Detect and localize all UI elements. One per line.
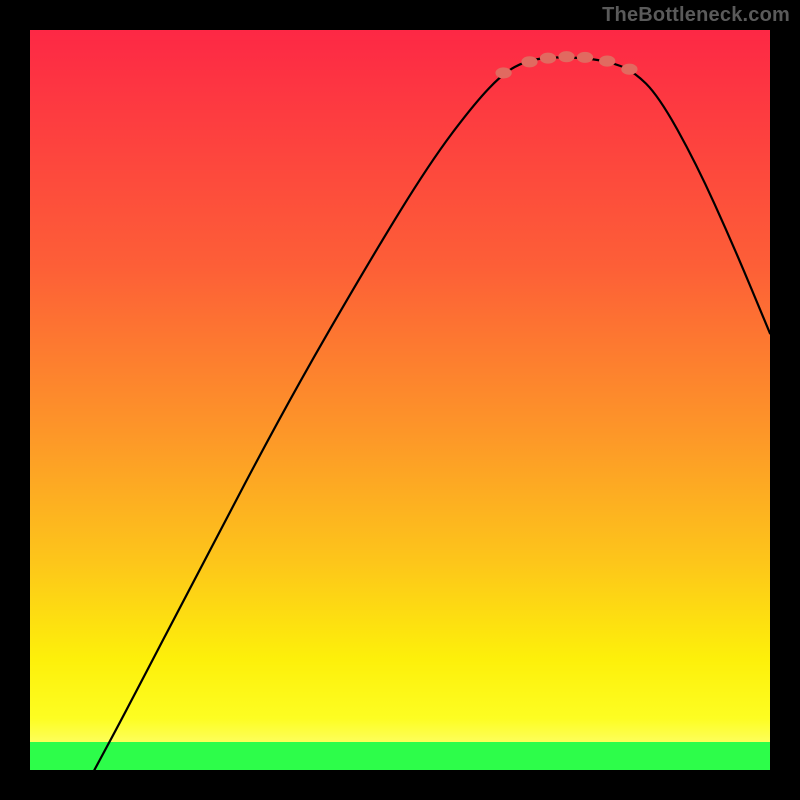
chart-canvas: TheBottleneck.com (0, 0, 800, 800)
chart-svg (30, 30, 770, 770)
curve-marker (577, 52, 593, 63)
curve-marker (540, 53, 556, 64)
curve-line (94, 57, 770, 770)
curve-marker (599, 56, 615, 67)
curve-marker (495, 67, 511, 78)
watermark-text: TheBottleneck.com (602, 4, 790, 27)
plot-area (30, 30, 770, 770)
curve-marker (621, 64, 637, 75)
curve-marker (558, 51, 574, 62)
curve-marker (521, 56, 537, 67)
